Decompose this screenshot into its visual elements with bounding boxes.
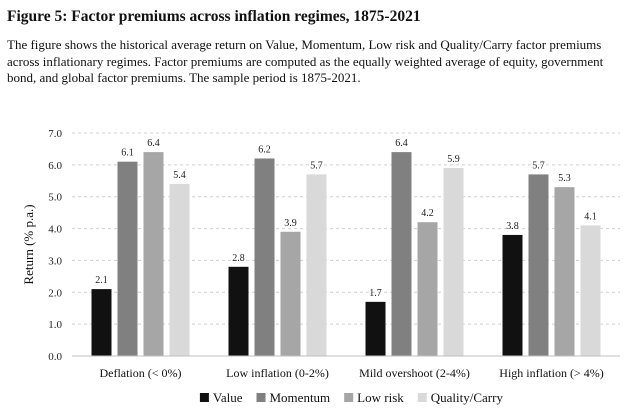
bar-quality-carry bbox=[306, 174, 327, 356]
bar-momentum bbox=[528, 174, 549, 356]
y-tick-label: 7.0 bbox=[48, 128, 62, 140]
bar-value-label: 5.7 bbox=[532, 160, 545, 171]
x-category-label: Mild overshoot (2-4%) bbox=[359, 366, 470, 380]
figure-caption: The figure shows the historical average … bbox=[7, 37, 604, 85]
legend-label: Value bbox=[213, 390, 243, 405]
y-tick-label: 1.0 bbox=[48, 319, 62, 331]
bar-value-label: 6.4 bbox=[395, 138, 408, 149]
bar-value-label: 1.7 bbox=[369, 288, 382, 299]
bar-value-label: 3.8 bbox=[506, 221, 519, 232]
bar-low-risk bbox=[417, 222, 438, 356]
data-labels: 2.1 6.1 6.4 5.4 2.8 6.2 3.9 5.7 1.7 6.4 4.2 5.9 3.8 5… bbox=[95, 138, 597, 299]
legend-swatch bbox=[417, 393, 427, 402]
bar-value-label: 5.4 bbox=[173, 170, 186, 181]
bar-low-risk bbox=[280, 231, 301, 356]
bar-value-label: 2.8 bbox=[232, 253, 245, 264]
bar-low-risk bbox=[554, 187, 575, 356]
bar-momentum bbox=[254, 158, 275, 356]
bar-value-label: 5.7 bbox=[310, 160, 323, 171]
bar-quality-carry bbox=[580, 225, 601, 356]
legend-swatch bbox=[199, 393, 209, 402]
y-tick-label: 2.0 bbox=[48, 287, 62, 299]
legend-label: Momentum bbox=[270, 390, 331, 405]
bar-value-label: 6.4 bbox=[147, 138, 160, 149]
bar-low-risk bbox=[143, 152, 164, 356]
bar-momentum bbox=[391, 152, 412, 356]
bar-value bbox=[365, 301, 386, 356]
bar-quality-carry bbox=[169, 183, 190, 356]
bar-momentum bbox=[117, 161, 138, 356]
bar-value-label: 6.2 bbox=[258, 144, 271, 155]
legend: Value Momentum Low risk Quality/Carry bbox=[199, 390, 504, 405]
y-tick-label: 4.0 bbox=[48, 224, 62, 236]
x-category-label: Deflation (< 0%) bbox=[99, 366, 181, 380]
legend-label: Low risk bbox=[357, 390, 404, 405]
axes: 0.0 1.0 2.0 3.0 4.0 5.0 6.0 7.0 Return (% p.a.) D… bbox=[21, 128, 620, 380]
bar-value-label: 4.2 bbox=[421, 208, 434, 219]
y-tick-label: 0.0 bbox=[48, 351, 62, 363]
bar-value bbox=[91, 289, 112, 356]
bar-value-label: 6.1 bbox=[121, 148, 134, 159]
y-tick-label: 3.0 bbox=[48, 255, 62, 267]
bar-value-label: 4.1 bbox=[584, 211, 597, 222]
y-tick-label: 6.0 bbox=[48, 160, 62, 172]
figure-title: Figure 5: Factor premiums across inflati… bbox=[7, 8, 421, 25]
bar-value-label: 5.9 bbox=[447, 154, 460, 165]
x-category-label: Low inflation (0-2%) bbox=[226, 366, 329, 380]
bars bbox=[91, 152, 601, 356]
bar-value-label: 2.1 bbox=[95, 275, 108, 286]
legend-swatch bbox=[344, 393, 354, 402]
bar-value bbox=[228, 266, 249, 356]
bar-value-label: 5.3 bbox=[558, 173, 571, 184]
x-category-label: High inflation (> 4%) bbox=[499, 366, 603, 380]
legend-swatch bbox=[256, 393, 266, 402]
bar-value bbox=[502, 234, 523, 356]
legend-label: Quality/Carry bbox=[431, 390, 504, 405]
bar-quality-carry bbox=[443, 168, 464, 356]
y-tick-label: 5.0 bbox=[48, 192, 62, 204]
y-axis-title: Return (% p.a.) bbox=[21, 204, 36, 284]
bar-value-label: 3.9 bbox=[284, 218, 297, 229]
